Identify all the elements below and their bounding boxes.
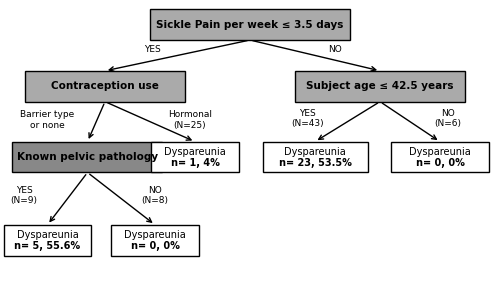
FancyBboxPatch shape	[391, 142, 489, 172]
Text: Dyspareunia: Dyspareunia	[124, 230, 186, 240]
FancyBboxPatch shape	[150, 9, 350, 40]
Text: Dyspareunia: Dyspareunia	[284, 147, 346, 156]
FancyBboxPatch shape	[4, 225, 91, 256]
Text: NO
(N=8): NO (N=8)	[142, 186, 169, 205]
FancyBboxPatch shape	[151, 142, 239, 172]
Text: Dyspareunia: Dyspareunia	[164, 147, 226, 156]
FancyBboxPatch shape	[25, 71, 185, 102]
FancyBboxPatch shape	[262, 142, 368, 172]
FancyBboxPatch shape	[295, 71, 465, 102]
FancyBboxPatch shape	[111, 225, 198, 256]
Text: YES
(N=9): YES (N=9)	[10, 186, 38, 205]
Text: n= 5, 55.6%: n= 5, 55.6%	[14, 241, 80, 251]
Text: Subject age ≤ 42.5 years: Subject age ≤ 42.5 years	[306, 81, 454, 91]
Text: n= 1, 4%: n= 1, 4%	[170, 158, 220, 168]
Text: Barrier type
or none: Barrier type or none	[20, 111, 74, 130]
FancyBboxPatch shape	[12, 142, 162, 172]
Text: Dyspareunia: Dyspareunia	[16, 230, 78, 240]
Text: n= 0, 0%: n= 0, 0%	[130, 241, 180, 251]
Text: Dyspareunia: Dyspareunia	[409, 147, 471, 156]
Text: Known pelvic pathology: Known pelvic pathology	[17, 152, 158, 162]
Text: n= 23, 53.5%: n= 23, 53.5%	[278, 158, 351, 168]
Text: Hormonal
(N=25): Hormonal (N=25)	[168, 111, 212, 130]
Text: NO
(N=6): NO (N=6)	[434, 109, 461, 128]
Text: NO: NO	[328, 45, 342, 54]
Text: YES: YES	[144, 45, 161, 54]
Text: Sickle Pain per week ≤ 3.5 days: Sickle Pain per week ≤ 3.5 days	[156, 20, 344, 30]
Text: YES
(N=43): YES (N=43)	[291, 109, 324, 128]
Text: n= 0, 0%: n= 0, 0%	[416, 158, 465, 168]
Text: Contraception use: Contraception use	[51, 81, 159, 91]
